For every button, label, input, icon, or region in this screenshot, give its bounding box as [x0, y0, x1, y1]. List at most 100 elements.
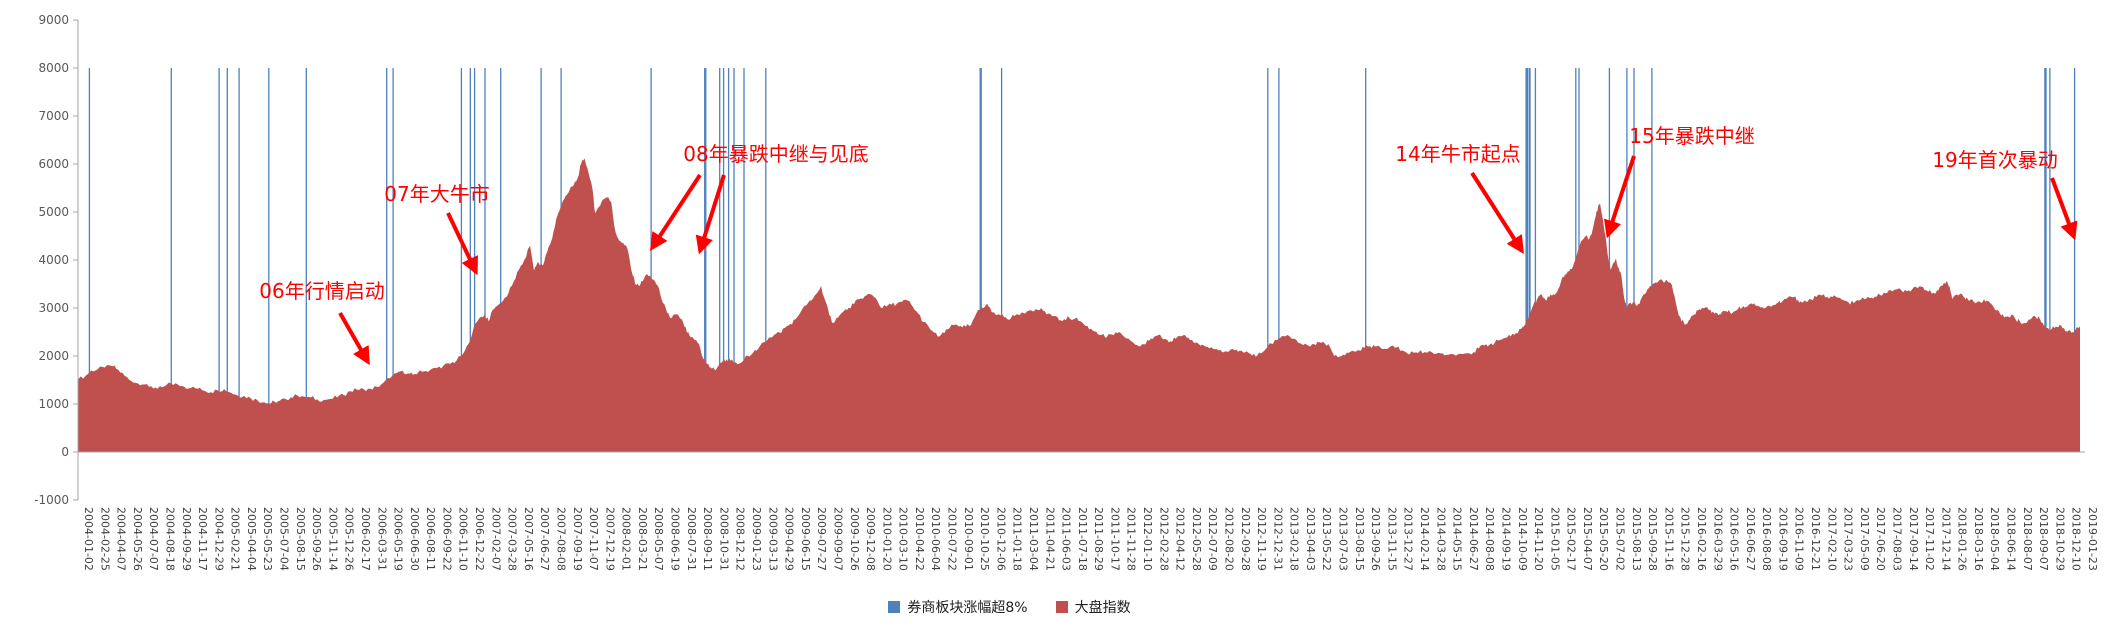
x-axis-date-label: 2008-06-19 [669, 507, 682, 571]
x-axis-date-label: 2017-08-03 [1891, 507, 1904, 571]
x-axis-date-label: 2015-11-16 [1662, 507, 1675, 571]
x-axis-date-label: 2013-11-15 [1385, 507, 1398, 571]
x-axis-date-label: 2011-08-29 [1092, 507, 1105, 571]
y-axis-label: -1000 [34, 493, 69, 507]
x-axis-date-label: 2010-09-01 [962, 507, 975, 571]
x-axis-date-label: 2016-02-16 [1695, 507, 1708, 571]
x-axis-date-label: 2006-05-19 [392, 507, 405, 571]
x-axis-date-label: 2014-09-19 [1500, 507, 1513, 571]
y-axis-label: 8000 [38, 61, 69, 75]
x-axis-date-label: 2016-05-16 [1728, 507, 1741, 571]
annotation-arrow [1603, 155, 1636, 239]
x-axis-date-label: 2004-04-07 [115, 507, 128, 571]
x-axis-date-label: 2004-07-07 [147, 507, 160, 571]
annotation-text: 14年牛市起点 [1395, 142, 1520, 166]
x-axis-date-label: 2004-08-18 [164, 507, 177, 571]
x-axis-date-label: 2014-10-09 [1516, 507, 1529, 571]
y-axis-label: 9000 [38, 13, 69, 27]
x-axis-date-label: 2016-03-29 [1711, 507, 1724, 571]
x-axis-date-label: 2012-08-20 [1223, 507, 1236, 571]
x-axis-date-label: 2007-11-07 [587, 507, 600, 571]
x-axis-date-label: 2015-04-07 [1581, 507, 1594, 571]
annotation-arrow [2050, 177, 2078, 241]
x-axis-date-label: 2018-09-07 [2037, 507, 2050, 571]
x-axis-date-label: 2012-12-31 [1271, 507, 1284, 571]
annotation-text: 08年暴跌中继与见底 [683, 142, 868, 166]
x-axis-date-label: 2006-12-22 [473, 507, 486, 571]
x-axis-date-label: 2006-08-11 [424, 507, 437, 571]
x-axis-date-label: 2007-09-19 [571, 507, 584, 571]
x-axis-date-label: 2014-05-15 [1451, 507, 1464, 571]
x-axis-date-label: 2012-11-19 [1255, 507, 1268, 571]
x-axis-date-label: 2011-11-28 [1125, 507, 1138, 571]
x-axis-date-label: 2011-01-18 [1011, 507, 1024, 571]
x-axis-date-label: 2005-04-04 [245, 507, 258, 571]
x-axis-date-label: 2010-07-22 [946, 507, 959, 571]
x-axis-date-label: 2008-05-07 [652, 507, 665, 571]
x-axis-date-label: 2010-01-20 [880, 507, 893, 571]
x-axis-date-label: 2013-12-27 [1402, 507, 1415, 571]
x-axis-date-label: 2011-07-18 [1076, 507, 1089, 571]
x-axis-date-label: 2018-12-10 [2070, 507, 2083, 571]
x-axis-date-label: 2012-01-10 [1141, 507, 1154, 571]
x-axis-date-label: 2005-07-04 [278, 507, 291, 571]
x-axis-date-label: 2007-08-08 [555, 507, 568, 571]
x-axis-date-label: 2014-06-27 [1467, 507, 1480, 571]
x-axis-date-label: 2005-11-14 [326, 507, 339, 571]
x-axis-date-label: 2009-01-23 [750, 507, 763, 571]
x-axis-date-label: 2010-10-25 [978, 507, 991, 571]
y-axis-label: 1000 [38, 397, 69, 411]
x-axis-date-label: 2006-06-30 [408, 507, 421, 571]
legend-swatch-index [1055, 601, 1068, 613]
x-axis-date-label: 2018-03-16 [1972, 507, 1985, 571]
x-axis-date-label: 2018-06-14 [2005, 507, 2018, 571]
x-axis-date-label: 2009-06-15 [799, 507, 812, 571]
x-axis-date-label: 2017-12-14 [1939, 507, 1952, 571]
x-axis-date-label: 2006-03-31 [375, 507, 388, 571]
x-axis-date-label: 2015-07-02 [1614, 507, 1627, 571]
x-axis-date-label: 2009-09-07 [832, 507, 845, 571]
x-axis-date-label: 2004-11-17 [196, 507, 209, 571]
x-axis-date-label: 2010-06-04 [929, 507, 942, 571]
x-axis-date-label: 2007-02-07 [489, 507, 502, 571]
annotation-arrow [650, 173, 702, 252]
x-axis-date-label: 2016-11-09 [1793, 507, 1806, 571]
x-axis-date-label: 2014-11-20 [1532, 507, 1545, 571]
x-axis-date-label: 2007-12-19 [603, 507, 616, 571]
legend-label-index: 大盘指数 [1074, 600, 1131, 616]
x-axis-date-label: 2015-09-28 [1646, 507, 1659, 571]
x-axis-date-label: 2006-09-22 [440, 507, 453, 571]
annotation-text: 19年首次暴动 [1932, 148, 2057, 172]
x-axis-date-label: 2013-07-03 [1337, 507, 1350, 571]
x-axis-date-label: 2004-09-29 [180, 507, 193, 571]
x-axis-date-label: 2015-01-05 [1548, 507, 1561, 571]
x-axis-date-label: 2007-05-16 [522, 507, 535, 571]
y-axis-label: 2000 [38, 349, 69, 363]
x-axis-date-label: 2009-10-26 [848, 507, 861, 571]
y-axis-label: 0 [61, 445, 69, 459]
x-axis-date-label: 2008-07-31 [685, 507, 698, 571]
x-axis-date-label: 2015-02-17 [1565, 507, 1578, 571]
y-axis-label: 7000 [38, 109, 69, 123]
legend-item-index: 大盘指数 [1055, 597, 1131, 617]
x-axis-date-label: 2014-03-28 [1434, 507, 1447, 571]
x-axis-date-label: 2004-02-25 [98, 507, 111, 571]
x-axis-date-label: 2017-03-23 [1842, 507, 1855, 571]
x-axis-date-label: 2017-05-09 [1858, 507, 1871, 571]
x-axis-date-label: 2016-12-21 [1809, 507, 1822, 571]
index-area-series [77, 158, 2080, 453]
y-axis-label: 5000 [38, 205, 69, 219]
x-axis-date-label: 2008-09-11 [701, 507, 714, 571]
x-axis-date-label: 2013-04-03 [1304, 507, 1317, 571]
x-axis-date-label: 2013-02-18 [1288, 507, 1301, 571]
x-axis-date-label: 2011-06-03 [1060, 507, 1073, 571]
x-axis-date-label: 2007-03-28 [506, 507, 519, 571]
x-axis-date-label: 2004-05-26 [131, 507, 144, 571]
x-axis-date-label: 2010-04-22 [913, 507, 926, 571]
x-axis-date-label: 2015-12-28 [1679, 507, 1692, 571]
x-axis-date-label: 2005-05-23 [261, 507, 274, 571]
x-axis-date-label: 2013-05-22 [1320, 507, 1333, 571]
x-axis-date-label: 2011-10-17 [1108, 507, 1121, 571]
x-axis-date-label: 2009-04-29 [783, 507, 796, 571]
